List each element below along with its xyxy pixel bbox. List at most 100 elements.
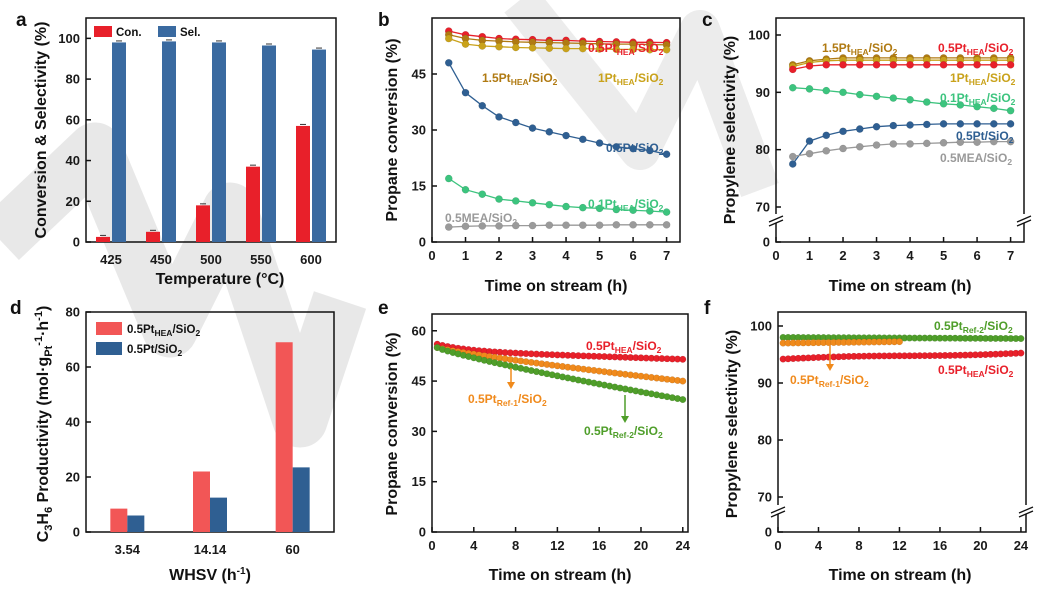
panel-c-series-2-point	[805, 62, 814, 70]
panel-f-series-0-point	[1017, 334, 1025, 343]
label-b-1pthea: 1PtHEA/SiO2	[598, 71, 664, 87]
bar-con-500	[196, 205, 210, 242]
panel-e-xtick-label: 8	[512, 538, 519, 553]
panel-b-xtick-label: 7	[663, 248, 670, 263]
panel-d-xlabel: WHSV (h-1)	[169, 566, 251, 584]
panel-f-xtick-label: 16	[933, 538, 947, 553]
panel-b-series-2-point	[511, 43, 520, 52]
panel-b-series-4-point	[595, 204, 604, 213]
panel-c-series-5-point	[839, 144, 847, 153]
panel-b-xtick-label: 3	[529, 248, 536, 263]
panel-c-series-3-point	[872, 92, 881, 101]
panel-a-ytick-label: 0	[73, 235, 80, 250]
panel-b-ytick-label: 0	[419, 235, 426, 250]
panel-b-xtick-label: 0	[428, 248, 435, 263]
label-b-05pthea: 0.5PtHEA/SiO2	[588, 41, 664, 57]
panel-f-break-mark	[1018, 506, 1034, 514]
panel-b-ytick-label: 15	[412, 179, 426, 194]
panel-e-ylabel: Propane conversion (%)	[384, 332, 401, 515]
label-e-ref1: 0.5PtRef-1/SiO2	[468, 392, 547, 408]
panel-c-series-5-point	[788, 152, 797, 161]
panel-f: 0 70 80 90 100 0 4 8 12 16 20 24 Time on stream (h)…	[724, 311, 1034, 584]
panel-c-series-3-point	[922, 98, 931, 106]
panel-c-series-5-point	[889, 140, 898, 148]
panel-e-ytick-label: 60	[412, 323, 426, 338]
legend-d-hea-swatch	[96, 322, 122, 335]
panel-b-series-2-point	[612, 45, 621, 54]
panel-c-series-2-point	[839, 60, 847, 69]
panel-e-ytick-label: 45	[412, 374, 426, 389]
panel-e-ytick-label: 30	[412, 424, 426, 439]
panel-f-ytick-label: 90	[758, 376, 772, 391]
panel-c-series-4-point	[872, 122, 881, 131]
label-c-05mea: 0.5MEA/SiO2	[940, 151, 1012, 167]
panel-c-break-mark	[768, 215, 784, 223]
panel-f-xtick-label: 4	[815, 538, 823, 553]
panel-c-series-4-point	[805, 137, 814, 145]
panel-c-break-mark	[1016, 219, 1032, 227]
panel-c-series-5-point	[855, 142, 864, 151]
panel-letter-d: d	[10, 298, 22, 319]
panel-b-series-2-point	[629, 45, 637, 54]
bar-sel-550	[262, 45, 276, 243]
panel-c-xtick-label: 3	[873, 248, 880, 263]
panel-c-ytick-label: 70	[756, 200, 770, 215]
arrow-e-ref1	[507, 368, 515, 389]
panel-c-series-3-point	[906, 95, 914, 104]
bar-sel-425	[112, 42, 126, 242]
legend-sel-swatch	[158, 26, 176, 37]
panel-d-ytick-label: 20	[66, 470, 80, 485]
panel-a-ytick-label: 100	[58, 31, 80, 46]
panel-c-ytick-label: 0	[763, 235, 770, 250]
panel-letter-a: a	[16, 10, 27, 31]
panel-d-ytick-label: 0	[73, 525, 80, 540]
panel-c-xtick-label: 5	[940, 248, 947, 263]
panel-b-series-3-point	[629, 144, 637, 153]
panel-b-series-3-point	[662, 150, 671, 159]
panel-c-xtick-label: 1	[806, 248, 813, 263]
panel-b-series-4-point	[478, 190, 487, 199]
panel-b-series-2-point	[645, 45, 654, 54]
panel-e-ytick-label: 0	[419, 525, 426, 540]
panel-e-xtick-label: 16	[592, 538, 606, 553]
panel-e-ytick-label: 15	[412, 474, 426, 489]
label-b-15pthea: 1.5PtHEA/SiO2	[482, 71, 558, 87]
panel-f-xlabel: Time on stream (h)	[829, 567, 972, 584]
panel-b-series-4-point	[444, 174, 453, 183]
panel-c-series-4-point	[788, 160, 797, 168]
panel-c-series-4-point	[839, 127, 847, 136]
panel-b-series-2-point	[478, 42, 487, 50]
panel-c-series-3-point	[839, 88, 847, 97]
panel-b-series-4-point	[662, 208, 671, 216]
panel-f-xtick-label: 0	[774, 538, 781, 553]
panel-e-xtick-label: 0	[428, 538, 435, 553]
panel-a-xtick-label: 425	[100, 252, 122, 267]
panel-a-xlabel: Temperature (°C)	[156, 271, 285, 288]
panel-f-ytick-label: 0	[765, 525, 772, 540]
panel-c-series-4-point	[855, 125, 864, 133]
panel-b-xtick-label: 2	[495, 248, 502, 263]
panel-b-series-2-point	[662, 45, 671, 54]
panel-c-series-5-point	[1006, 137, 1015, 146]
panel-f-xtick-label: 8	[855, 538, 862, 553]
panel-c-ylabel: Propylene selectivity (%)	[722, 36, 739, 225]
panel-letter-f: f	[704, 298, 711, 319]
panel-letter-b: b	[378, 10, 390, 31]
panel-c-series-5-point	[989, 137, 998, 146]
panel-c-series-2-point	[822, 60, 831, 69]
panel-b-series-3-point	[612, 142, 621, 151]
panel-c-xtick-label: 7	[1007, 248, 1014, 263]
panel-a-xtick-label: 500	[200, 252, 222, 267]
panel-b-series-5-point	[595, 221, 604, 230]
panel-b-series-4-point	[461, 185, 470, 194]
panel-e-series-2-point	[679, 395, 687, 404]
panel-c-ytick-label: 90	[756, 85, 770, 100]
panel-f-break-mark	[1018, 510, 1034, 518]
panel-c-series-2-point	[872, 60, 881, 69]
panel-c-series-3-point	[788, 83, 797, 92]
panel-c-ytick-label: 80	[756, 142, 770, 157]
panel-c-series-4-point	[822, 131, 831, 140]
panel-c: 0 70 80 90 100 0 1 2 3 4 5 6 7 Time on stream (h) Pr…	[722, 17, 1032, 295]
